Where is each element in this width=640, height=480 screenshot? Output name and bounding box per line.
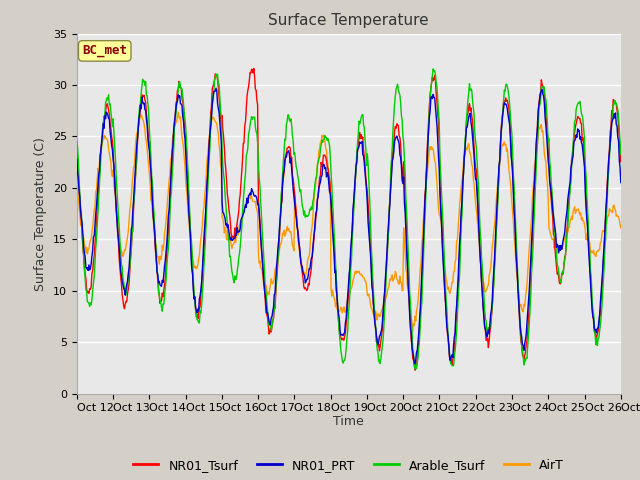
Text: BC_met: BC_met — [82, 44, 127, 58]
Y-axis label: Surface Temperature (C): Surface Temperature (C) — [35, 137, 47, 290]
Legend: NR01_Tsurf, NR01_PRT, Arable_Tsurf, AirT: NR01_Tsurf, NR01_PRT, Arable_Tsurf, AirT — [129, 454, 569, 477]
Title: Surface Temperature: Surface Temperature — [269, 13, 429, 28]
X-axis label: Time: Time — [333, 415, 364, 428]
